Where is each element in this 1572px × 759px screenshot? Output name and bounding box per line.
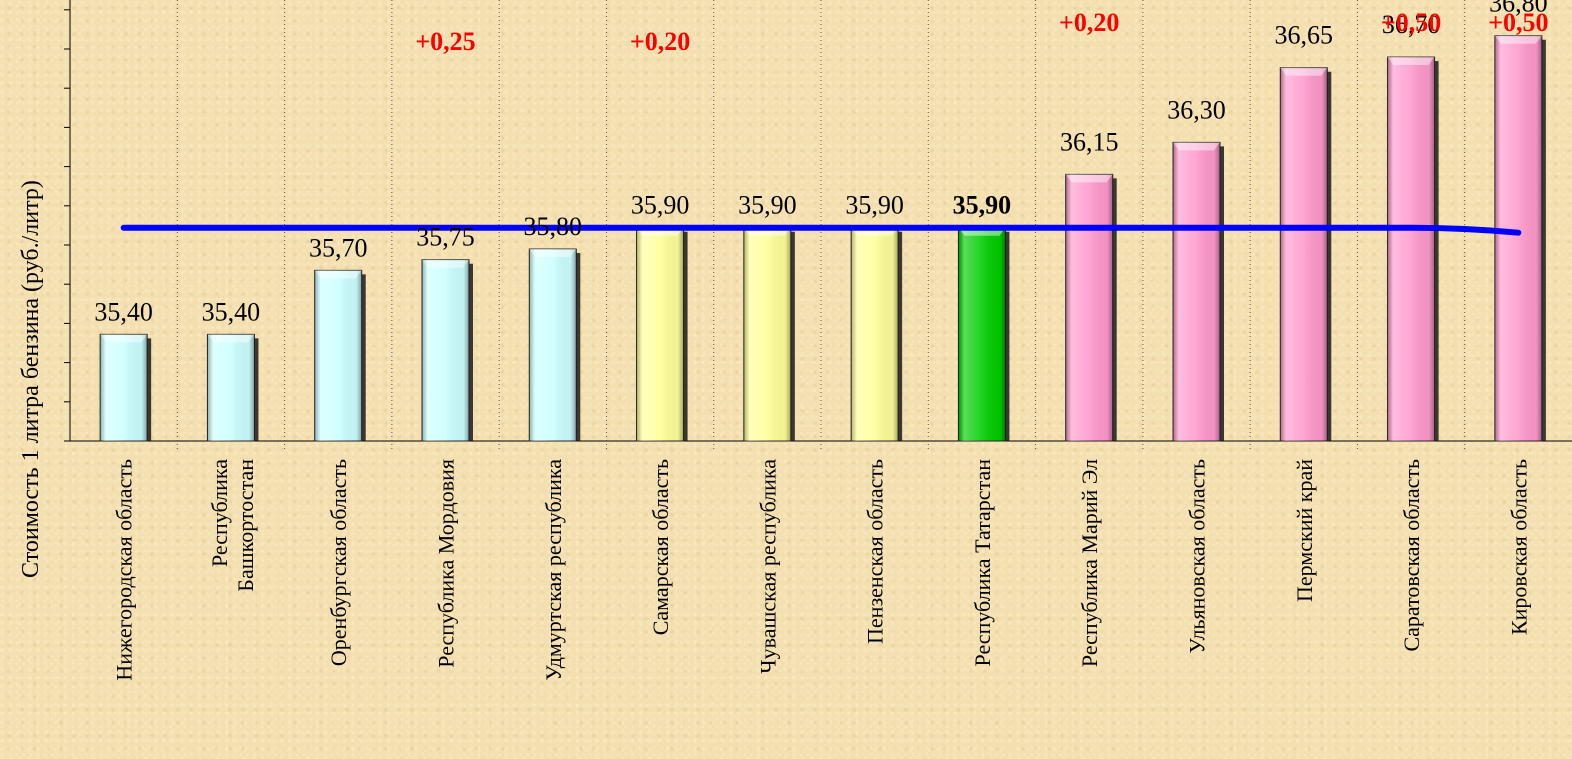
category-label: Республика Мордовия bbox=[434, 459, 459, 668]
increase-annotation: +0,25 bbox=[415, 27, 475, 56]
value-label: 36,15 bbox=[1060, 127, 1119, 156]
bar-cap bbox=[1494, 35, 1542, 44]
category-label: Удмуртская республика bbox=[541, 459, 566, 681]
category-label: Пермский край bbox=[1292, 459, 1317, 602]
bar-cap bbox=[314, 270, 362, 279]
bar-bevel bbox=[422, 259, 469, 441]
value-label: 35,70 bbox=[309, 233, 368, 262]
bar-cap bbox=[1280, 67, 1328, 76]
category-label: Кировская область bbox=[1506, 459, 1531, 635]
value-label: 35,90 bbox=[953, 191, 1012, 220]
bar-bevel bbox=[207, 334, 255, 441]
bar-bevel bbox=[851, 227, 899, 441]
bar-bevel bbox=[1173, 142, 1220, 441]
y-axis-title: Стоимость 1 литра бензина (руб./литр) bbox=[18, 180, 44, 578]
value-label: 36,30 bbox=[1167, 95, 1226, 124]
value-label: 35,75 bbox=[416, 223, 475, 252]
value-label: 35,80 bbox=[524, 212, 583, 241]
increase-annotation: +0,20 bbox=[1059, 8, 1119, 37]
category-label: Самарская область bbox=[648, 459, 673, 635]
bar-bevel bbox=[100, 334, 148, 441]
bar-layer bbox=[99, 35, 1546, 442]
value-label: 35,40 bbox=[202, 297, 261, 326]
bar-bevel bbox=[1065, 174, 1113, 441]
value-label: 35,90 bbox=[845, 191, 904, 220]
bar-cap bbox=[207, 334, 255, 343]
category-label: РеспубликаБашкортостан bbox=[207, 459, 258, 592]
bar-bevel bbox=[529, 249, 577, 441]
bar-bevel bbox=[1387, 57, 1435, 441]
value-label: 35,40 bbox=[94, 297, 153, 326]
increase-annotation: +0,50 bbox=[1381, 8, 1441, 37]
category-label-line: Башкортостан bbox=[233, 459, 258, 592]
bar-cap bbox=[1065, 174, 1113, 183]
value-label: 36,70 bbox=[1382, 10, 1441, 39]
value-label: 36,80 bbox=[1489, 0, 1548, 18]
line-layer bbox=[120, 224, 1522, 236]
reference-line bbox=[120, 224, 1522, 236]
value-label: 35,90 bbox=[738, 191, 797, 220]
category-label: Пензенская область bbox=[863, 459, 888, 644]
category-label: Ульяновская область bbox=[1185, 459, 1210, 654]
bar-bevel bbox=[314, 270, 362, 441]
category-label: Оренбургская область bbox=[326, 459, 351, 666]
category-label: Республика Татарстан bbox=[970, 459, 995, 667]
bar-cap bbox=[100, 334, 148, 343]
axis-layer bbox=[64, 0, 1572, 442]
grid-layer bbox=[176, 0, 1466, 449]
category-label: Нижегородская область bbox=[112, 459, 137, 681]
category-label: Республика Марий Эл bbox=[1077, 459, 1102, 667]
bar-bevel bbox=[1494, 35, 1542, 441]
bar-cap bbox=[1387, 57, 1435, 66]
bar-cap bbox=[1173, 142, 1220, 151]
bar-bevel bbox=[636, 227, 684, 441]
bar-bevel bbox=[743, 227, 791, 441]
increase-annotation: +0,20 bbox=[630, 27, 690, 56]
category-label: Саратовская область bbox=[1399, 459, 1424, 652]
bar-bevel bbox=[958, 227, 1006, 441]
bar-cap bbox=[422, 259, 469, 268]
value-label: 35,90 bbox=[631, 191, 690, 220]
category-label-line: Республика bbox=[207, 459, 232, 567]
bar-bevel bbox=[1280, 67, 1328, 442]
increase-annotation: +0,50 bbox=[1488, 8, 1548, 37]
category-label: Чувашская республика bbox=[755, 459, 780, 674]
bar-cap bbox=[529, 249, 577, 258]
label-layer: 35,40 Нижегородская область 35,40 Республик… bbox=[94, 0, 1548, 681]
value-label: 36,65 bbox=[1275, 21, 1334, 50]
